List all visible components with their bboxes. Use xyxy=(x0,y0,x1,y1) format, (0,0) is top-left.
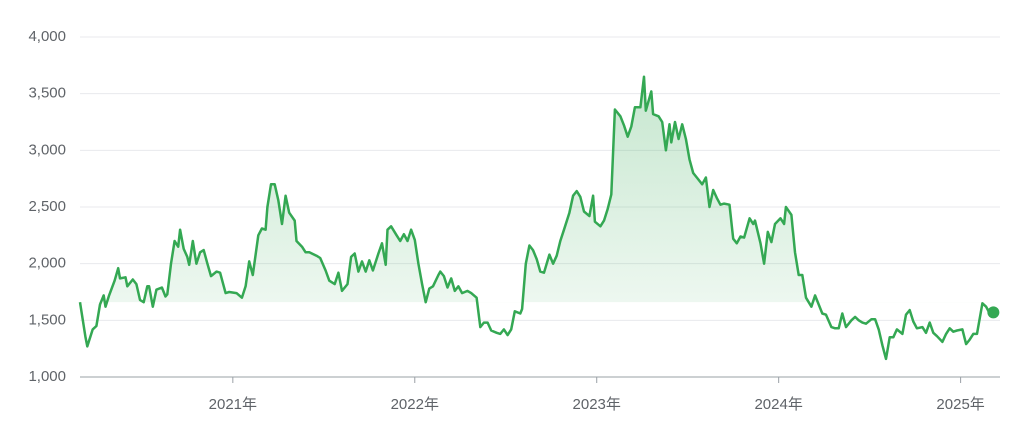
end-point xyxy=(987,306,1000,319)
y-tick-label: 2,500 xyxy=(28,198,66,215)
y-tick-label: 3,000 xyxy=(28,141,66,158)
y-tick-label: 1,500 xyxy=(28,311,66,328)
x-tick-label: 2022年 xyxy=(391,396,439,413)
y-tick-label: 1,000 xyxy=(28,368,66,385)
x-tick-label: 2024年 xyxy=(754,396,802,413)
price-line xyxy=(78,75,994,361)
x-tick-label: 2023年 xyxy=(573,396,621,413)
y-tick-label: 3,500 xyxy=(28,85,66,102)
y-tick-label: 2,000 xyxy=(28,255,66,272)
x-tick-label: 2025年 xyxy=(936,396,984,413)
area-fill xyxy=(80,76,994,303)
y-tick-label: 4,000 xyxy=(28,28,66,45)
x-tick-label: 2021年 xyxy=(209,396,257,413)
